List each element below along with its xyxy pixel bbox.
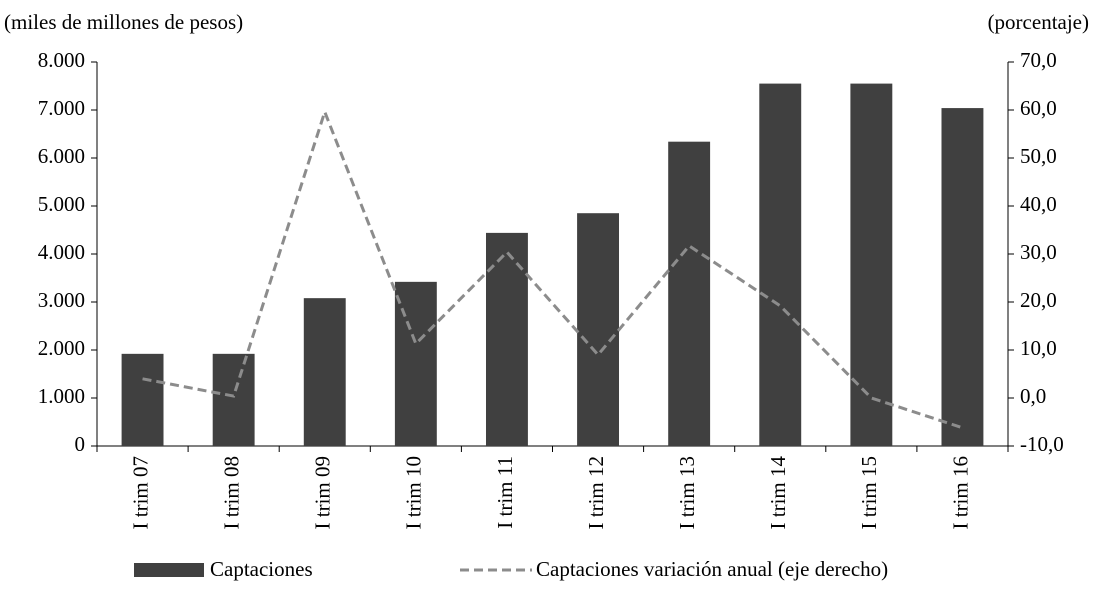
legend-label: Captaciones xyxy=(210,557,313,581)
x-tick-label: I trim 09 xyxy=(311,456,335,530)
bar xyxy=(941,108,984,446)
x-tick-label: I trim 14 xyxy=(766,456,790,530)
bar xyxy=(577,213,620,446)
y2-axis-label: (porcentaje) xyxy=(988,10,1089,34)
y-tick-label: 2.000 xyxy=(38,336,85,360)
y2-tick-label: -10,0 xyxy=(1020,432,1064,456)
y2-tick-label: 10,0 xyxy=(1020,336,1057,360)
x-tick-label: I trim 10 xyxy=(402,456,426,530)
y-tick-label: 0 xyxy=(75,432,86,456)
bar xyxy=(759,83,802,446)
bar xyxy=(303,298,346,446)
x-tick-label: I trim 07 xyxy=(128,456,152,530)
y2-tick-label: 20,0 xyxy=(1020,288,1057,312)
legend-label: Captaciones variación anual (eje derecho… xyxy=(536,557,888,581)
x-tick-label: I trim 08 xyxy=(219,456,243,530)
legend-swatch xyxy=(134,563,204,577)
bar xyxy=(394,281,437,446)
y-tick-label: 8.000 xyxy=(38,48,85,72)
y2-tick-label: 70,0 xyxy=(1020,48,1057,72)
bar xyxy=(212,353,255,446)
y-tick-label: 3.000 xyxy=(38,288,85,312)
y-tick-label: 6.000 xyxy=(38,144,85,168)
bar xyxy=(121,353,164,446)
y-tick-label: 5.000 xyxy=(38,192,85,216)
y-tick-label: 4.000 xyxy=(38,240,85,264)
bar xyxy=(850,83,893,446)
y-axis-label: (miles de millones de pesos) xyxy=(4,10,243,34)
x-tick-label: I trim 16 xyxy=(948,456,972,530)
x-tick-label: I trim 12 xyxy=(584,456,608,530)
x-tick-label: I trim 13 xyxy=(675,456,699,530)
y-tick-label: 1.000 xyxy=(38,384,85,408)
y2-tick-label: 50,0 xyxy=(1020,144,1057,168)
y2-tick-label: 40,0 xyxy=(1020,192,1057,216)
y2-tick-label: 30,0 xyxy=(1020,240,1057,264)
y-tick-label: 7.000 xyxy=(38,96,85,120)
x-tick-label: I trim 11 xyxy=(493,456,517,529)
line xyxy=(142,107,963,430)
bar xyxy=(668,141,711,446)
y2-tick-label: 0,0 xyxy=(1020,384,1046,408)
y2-tick-label: 60,0 xyxy=(1020,96,1057,120)
x-tick-label: I trim 15 xyxy=(857,456,881,530)
